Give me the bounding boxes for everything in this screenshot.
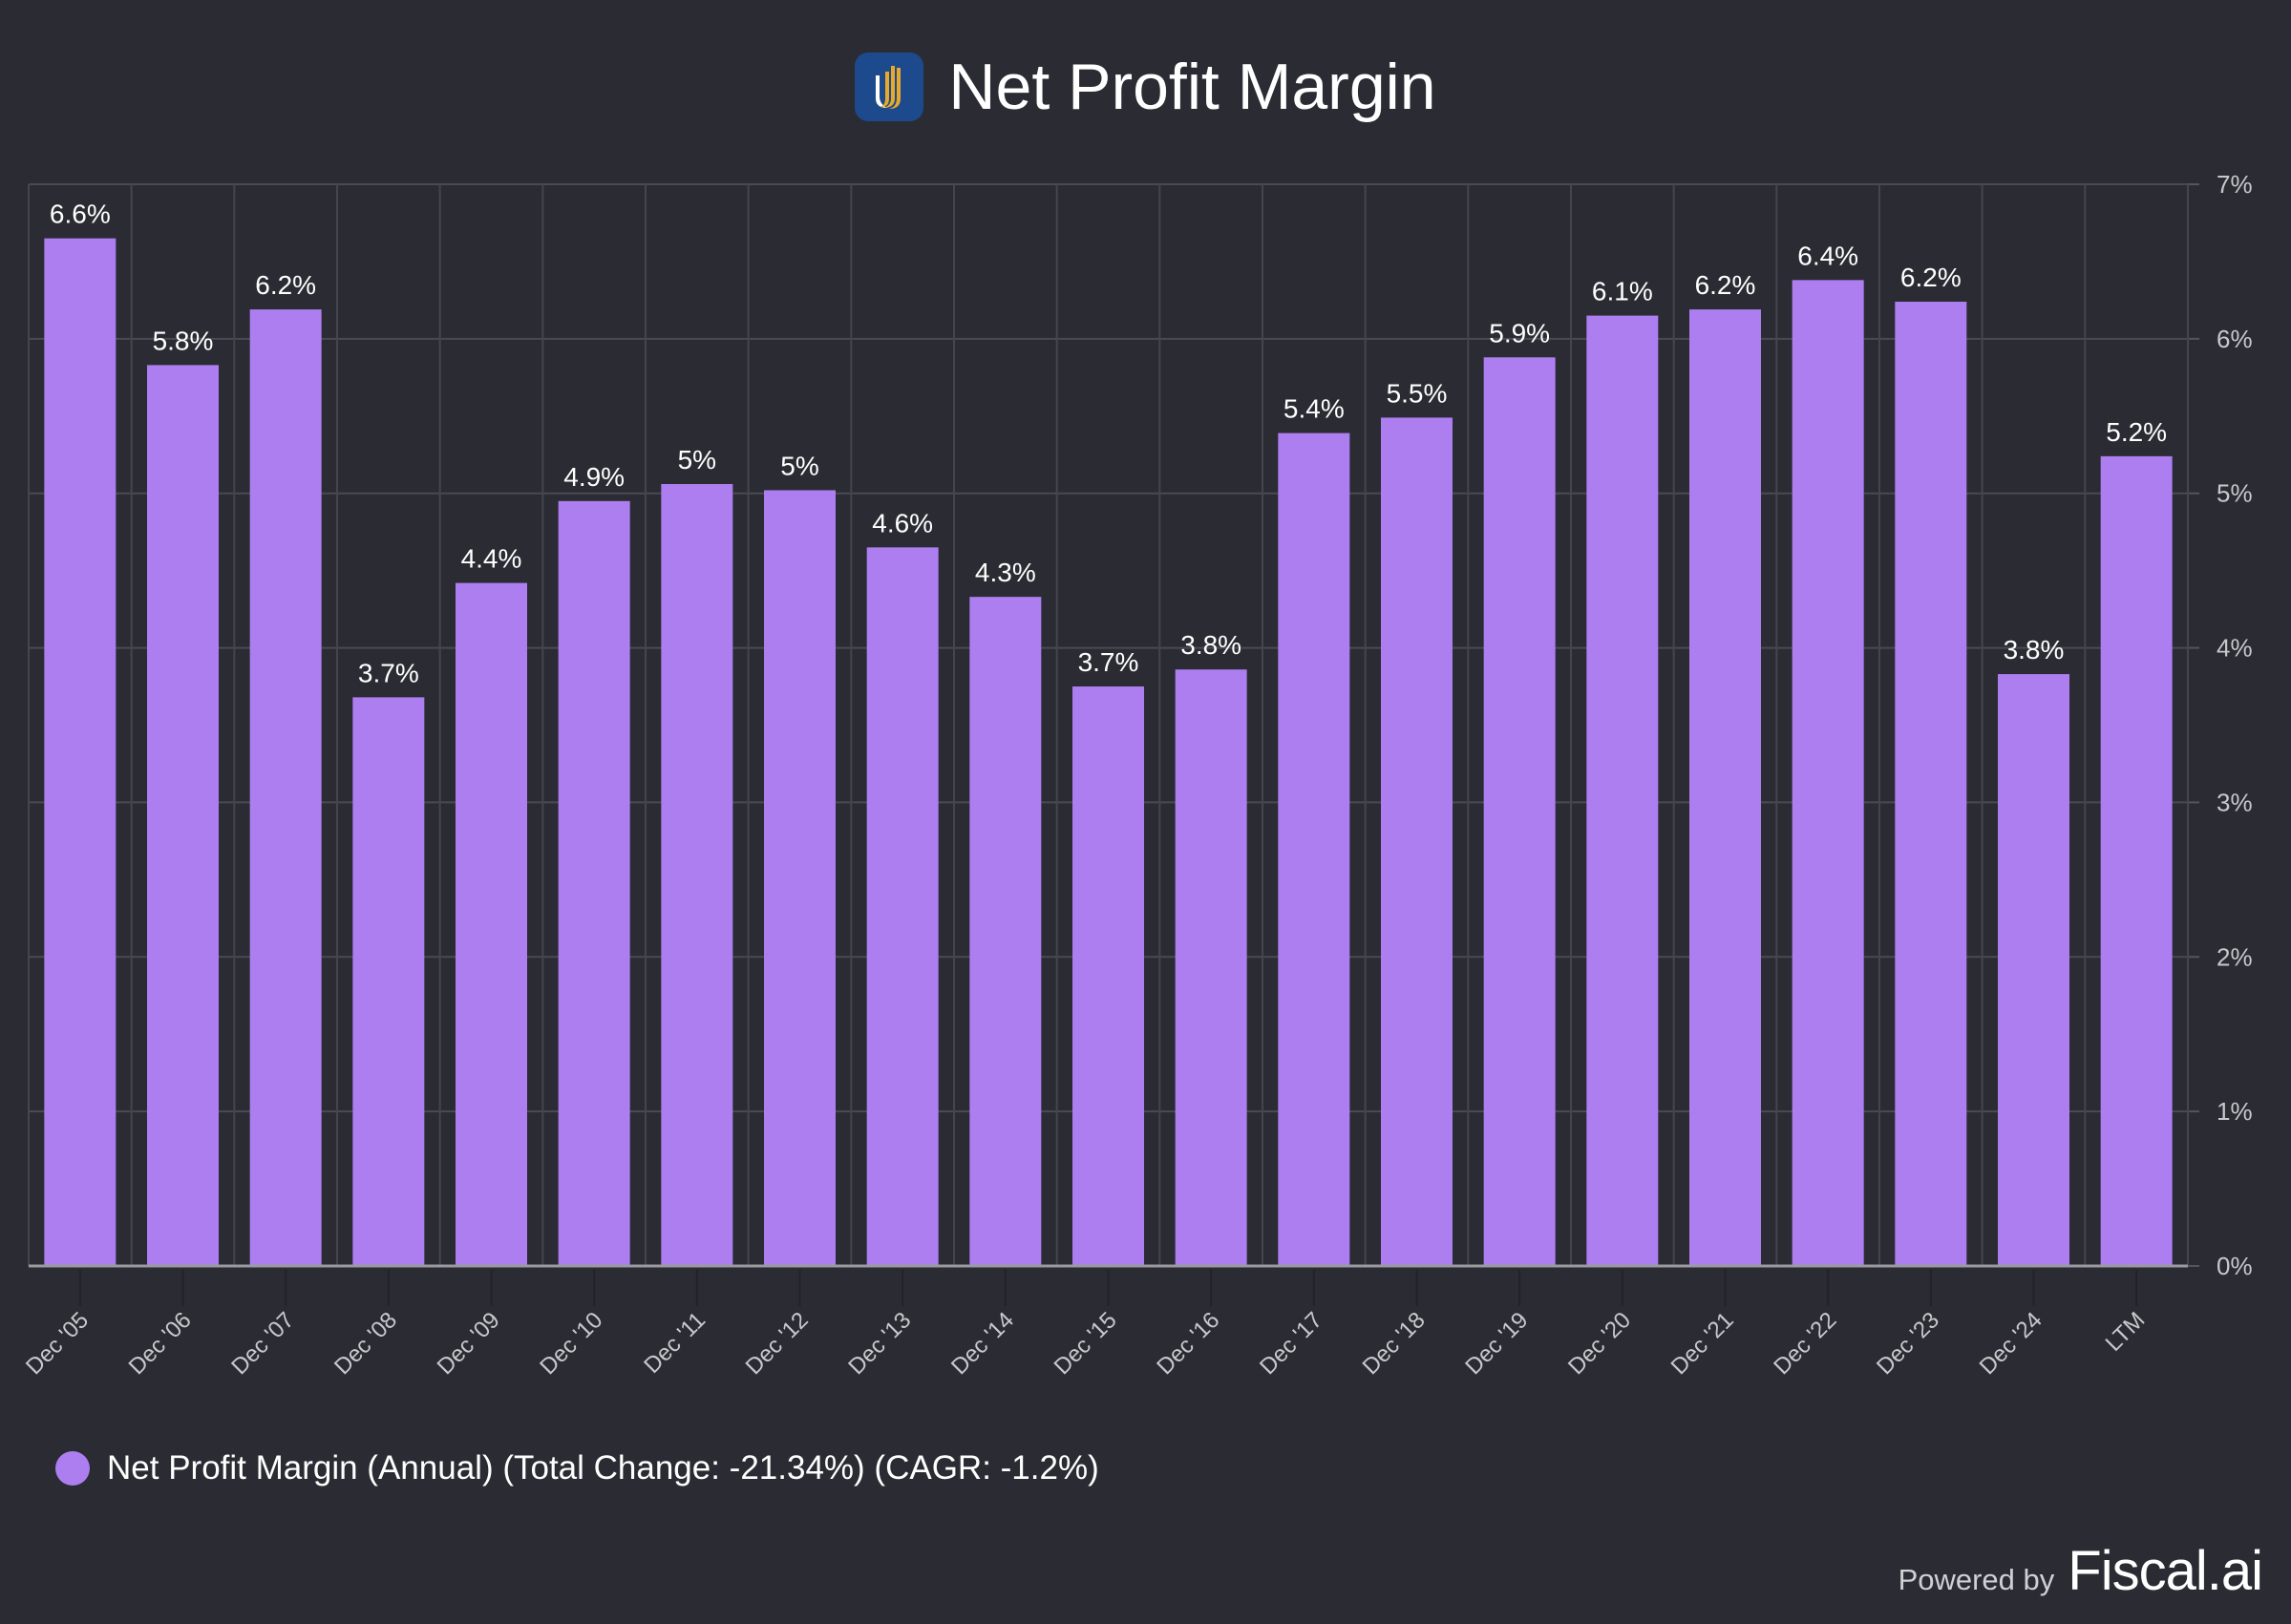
legend-label: Net Profit Margin (Annual) (Total Change… [107, 1449, 1099, 1487]
data-label: 4.3% [975, 558, 1036, 587]
x-tick-label: Dec '20 [1563, 1307, 1636, 1380]
bar [1689, 309, 1761, 1267]
x-tick-label: Dec '17 [1255, 1307, 1327, 1380]
x-tick-label: Dec '23 [1872, 1307, 1944, 1380]
brand-logo: Fiscal.ai [2068, 1540, 2263, 1602]
data-label: 6.2% [1900, 263, 1962, 292]
data-label: 5.4% [1283, 394, 1345, 424]
bar [456, 582, 527, 1266]
bar [1586, 315, 1659, 1266]
data-label: 3.8% [1180, 630, 1241, 660]
bar [661, 484, 733, 1266]
x-tick-label: Dec '18 [1358, 1307, 1431, 1380]
y-tick-label: 6% [2217, 325, 2253, 353]
bar [147, 365, 219, 1266]
data-label: 6.2% [255, 270, 316, 300]
bar [558, 500, 630, 1266]
x-tick-label: LTM [2101, 1307, 2151, 1357]
y-tick-label: 5% [2217, 479, 2253, 508]
x-tick-label: Dec '05 [21, 1307, 94, 1380]
data-label: 5% [678, 445, 716, 475]
data-label: 6.1% [1592, 277, 1653, 306]
x-tick-label: Dec '08 [329, 1307, 402, 1380]
bar [1072, 686, 1144, 1266]
powered-by: Powered by Fiscal.ai [1898, 1539, 2263, 1603]
powered-by-text: Powered by [1898, 1563, 2055, 1596]
data-label: 3.7% [358, 658, 419, 687]
x-tick-label: Dec '12 [741, 1307, 814, 1380]
data-label: 4.6% [872, 508, 933, 538]
y-tick-label: 7% [2217, 170, 2253, 199]
y-tick-label: 0% [2217, 1252, 2253, 1280]
y-tick-label: 3% [2217, 788, 2253, 816]
data-label: 4.4% [461, 544, 522, 574]
bar [1278, 432, 1350, 1267]
data-label: 6.2% [1695, 270, 1756, 300]
x-tick-label: Dec '22 [1769, 1307, 1841, 1380]
bar [2100, 455, 2173, 1267]
x-tick-label: Dec '07 [226, 1307, 299, 1380]
x-tick-label: Dec '16 [1152, 1307, 1224, 1380]
x-tick-label: Dec '11 [639, 1307, 711, 1379]
bar [764, 490, 836, 1266]
chart-header: Net Profit Margin [0, 50, 2291, 124]
y-tick-label: 2% [2217, 942, 2253, 971]
x-tick-label: Dec '10 [535, 1307, 607, 1380]
bar [969, 597, 1042, 1266]
bar [1895, 302, 1967, 1266]
data-label: 5.5% [1387, 378, 1448, 408]
bar [866, 547, 939, 1266]
x-tick-label: Dec '06 [124, 1307, 197, 1380]
x-tick-label: Dec '09 [433, 1307, 505, 1380]
data-label: 3.8% [2004, 635, 2065, 664]
bar [1381, 417, 1453, 1266]
x-tick-label: Dec '21 [1666, 1307, 1739, 1380]
data-label: 5.9% [1489, 318, 1550, 348]
bar [1998, 674, 2069, 1266]
bar [249, 309, 322, 1267]
data-label: 6.6% [50, 200, 111, 229]
bar [44, 238, 117, 1266]
legend[interactable]: Net Profit Margin (Annual) (Total Change… [55, 1449, 1099, 1487]
chart-title: Net Profit Margin [948, 51, 1436, 123]
x-tick-label: Dec '13 [843, 1307, 916, 1380]
x-tick-label: Dec '24 [1975, 1307, 2047, 1380]
data-label: 6.4% [1797, 241, 1858, 270]
company-logo-icon [855, 53, 924, 121]
y-tick-label: 1% [2217, 1097, 2253, 1126]
data-label: 4.9% [563, 462, 625, 492]
data-label: 3.7% [1078, 647, 1139, 677]
x-tick-label: Dec '15 [1050, 1307, 1122, 1380]
y-tick-label: 4% [2217, 634, 2253, 663]
bar [1175, 669, 1247, 1266]
x-tick-label: Dec '14 [946, 1307, 1019, 1380]
bar [352, 697, 425, 1266]
data-label: 5% [780, 451, 818, 480]
data-label: 5.8% [153, 326, 214, 355]
bar [1483, 357, 1556, 1266]
legend-marker [55, 1451, 90, 1486]
data-label: 5.2% [2106, 417, 2167, 447]
x-tick-label: Dec '19 [1460, 1307, 1533, 1380]
bar [1792, 280, 1864, 1266]
